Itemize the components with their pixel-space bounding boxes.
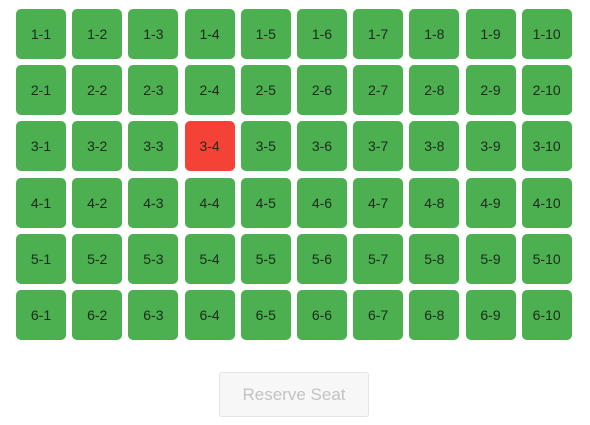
seat-5-5[interactable]: 5-5 (240, 233, 291, 284)
seat-4-5[interactable]: 4-5 (240, 177, 291, 228)
seat-3-1[interactable]: 3-1 (16, 121, 66, 172)
seat-6-8[interactable]: 6-8 (409, 289, 460, 340)
seat-6-4[interactable]: 6-4 (184, 289, 235, 340)
seat-6-1[interactable]: 6-1 (16, 289, 66, 340)
seat-2-8[interactable]: 2-8 (409, 65, 460, 116)
seat-1-1[interactable]: 1-1 (16, 9, 66, 59)
seat-4-2[interactable]: 4-2 (72, 177, 123, 228)
seat-1-3[interactable]: 1-3 (128, 9, 179, 59)
seat-2-4[interactable]: 2-4 (184, 65, 235, 116)
seat-3-6[interactable]: 3-6 (296, 121, 347, 172)
seat-4-7[interactable]: 4-7 (353, 177, 404, 228)
seat-2-7[interactable]: 2-7 (353, 65, 404, 116)
seat-6-7[interactable]: 6-7 (353, 289, 404, 340)
seat-grid: 1-1 1-2 1-3 1-4 1-5 1-6 1-7 1-8 1-9 1-10 2-1 2-2 2-3… (16, 9, 572, 340)
seat-3-4[interactable]: 3-4 (184, 121, 235, 172)
seat-3-7[interactable]: 3-7 (353, 121, 404, 172)
seat-3-8[interactable]: 3-8 (409, 121, 460, 172)
seat-6-6[interactable]: 6-6 (296, 289, 347, 340)
seat-4-8[interactable]: 4-8 (409, 177, 460, 228)
seat-3-5[interactable]: 3-5 (240, 121, 291, 172)
seat-4-3[interactable]: 4-3 (128, 177, 179, 228)
seat-2-5[interactable]: 2-5 (240, 65, 291, 116)
seat-5-10[interactable]: 5-10 (521, 233, 572, 284)
seat-5-8[interactable]: 5-8 (409, 233, 460, 284)
seat-2-9[interactable]: 2-9 (465, 65, 516, 116)
seat-2-6[interactable]: 2-6 (296, 65, 347, 116)
seat-6-10[interactable]: 6-10 (521, 289, 572, 340)
seat-4-10[interactable]: 4-10 (521, 177, 572, 228)
seat-5-7[interactable]: 5-7 (353, 233, 404, 284)
seat-5-4[interactable]: 5-4 (184, 233, 235, 284)
seat-5-3[interactable]: 5-3 (128, 233, 179, 284)
seat-2-3[interactable]: 2-3 (128, 65, 179, 116)
seat-2-2[interactable]: 2-2 (72, 65, 123, 116)
seat-6-5[interactable]: 6-5 (240, 289, 291, 340)
seat-4-4[interactable]: 4-4 (184, 177, 235, 228)
seat-1-6[interactable]: 1-6 (296, 9, 347, 59)
seat-2-10[interactable]: 2-10 (521, 65, 572, 116)
seat-2-1[interactable]: 2-1 (16, 65, 66, 116)
seat-3-9[interactable]: 3-9 (465, 121, 516, 172)
seat-3-10[interactable]: 3-10 (521, 121, 572, 172)
seat-4-1[interactable]: 4-1 (16, 177, 66, 228)
seat-1-10[interactable]: 1-10 (521, 9, 572, 59)
seat-6-2[interactable]: 6-2 (72, 289, 123, 340)
seat-1-8[interactable]: 1-8 (409, 9, 460, 59)
seat-4-6[interactable]: 4-6 (296, 177, 347, 228)
seat-1-5[interactable]: 1-5 (240, 9, 291, 59)
seat-4-9[interactable]: 4-9 (465, 177, 516, 228)
seat-5-2[interactable]: 5-2 (72, 233, 123, 284)
seat-5-6[interactable]: 5-6 (296, 233, 347, 284)
seat-1-4[interactable]: 1-4 (184, 9, 235, 59)
seat-1-9[interactable]: 1-9 (465, 9, 516, 59)
seat-6-9[interactable]: 6-9 (465, 289, 516, 340)
reserve-seat-button[interactable]: Reserve Seat (219, 372, 369, 417)
seat-3-3[interactable]: 3-3 (128, 121, 179, 172)
seat-5-1[interactable]: 5-1 (16, 233, 66, 284)
seat-3-2[interactable]: 3-2 (72, 121, 123, 172)
seat-1-2[interactable]: 1-2 (72, 9, 123, 59)
seat-1-7[interactable]: 1-7 (353, 9, 404, 59)
seat-6-3[interactable]: 6-3 (128, 289, 179, 340)
seat-5-9[interactable]: 5-9 (465, 233, 516, 284)
